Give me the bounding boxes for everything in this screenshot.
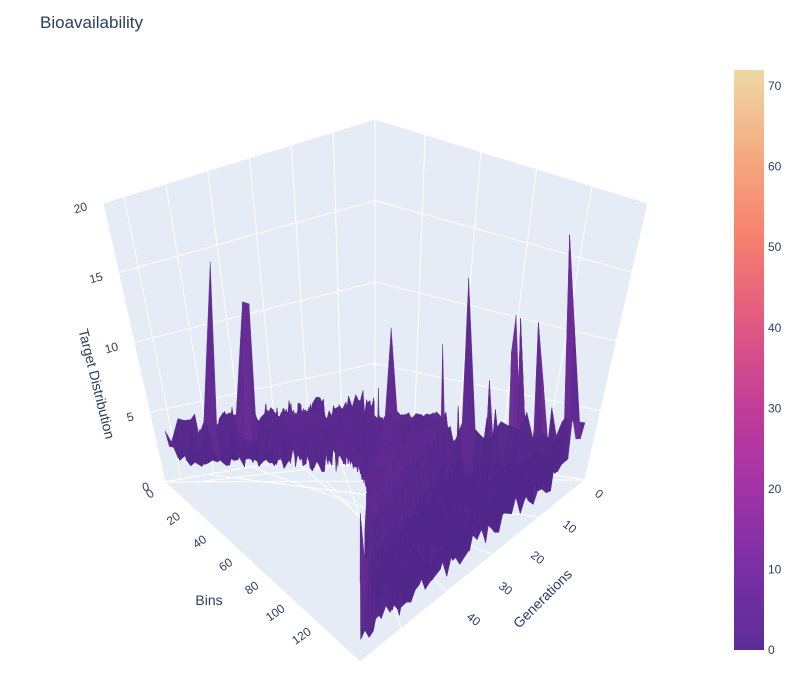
surface-layer [164,234,586,640]
x-tick-label: 30 [496,579,515,598]
colorbar-tick-label: 40 [768,321,782,335]
y-tick-label: 120 [289,624,314,647]
z-tick-label: 0 [141,479,151,494]
y-tick-label: 40 [190,532,209,551]
y-tick-label: 80 [242,578,261,597]
y-axis-title: Bins [195,592,222,608]
x-tick-label: 10 [560,517,579,536]
x-tick-label: 0 [592,486,606,501]
colorbar-ticks: 0 10 20 30 40 50 60 70 [768,79,782,657]
colorbar-tick-label: 30 [768,401,782,415]
colorbar: 0 10 20 30 40 50 60 70 [734,70,782,657]
z-tick-label: 5 [125,409,135,424]
z-tick-label: 20 [72,199,89,216]
chart-title: Bioavailability [40,13,143,32]
colorbar-tick-label: 50 [768,240,782,254]
x-tick-label: 20 [528,548,547,567]
y-tick-label: 0 [143,486,157,501]
y-tick-label: 20 [164,509,183,528]
colorbar-tick-label: 10 [768,562,782,576]
x-axis-title: Generations [510,566,575,631]
y-tick-label: 100 [263,601,288,624]
colorbar-tick-label: 60 [768,160,782,174]
y-tick-label: 60 [216,555,235,574]
z-tick-label: 10 [103,339,120,356]
colorbar-tick-label: 20 [768,482,782,496]
gridlines [102,118,649,663]
colorbar-gradient [734,70,764,650]
colorbar-tick-label: 70 [768,79,782,93]
z-tick-label: 15 [88,269,105,286]
x-tick-label: 40 [464,610,483,629]
colorbar-tick-label: 0 [768,643,775,657]
